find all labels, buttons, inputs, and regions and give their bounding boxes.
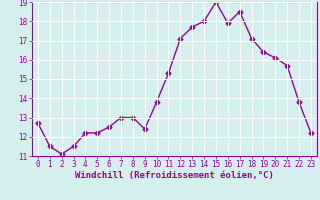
- X-axis label: Windchill (Refroidissement éolien,°C): Windchill (Refroidissement éolien,°C): [75, 171, 274, 180]
